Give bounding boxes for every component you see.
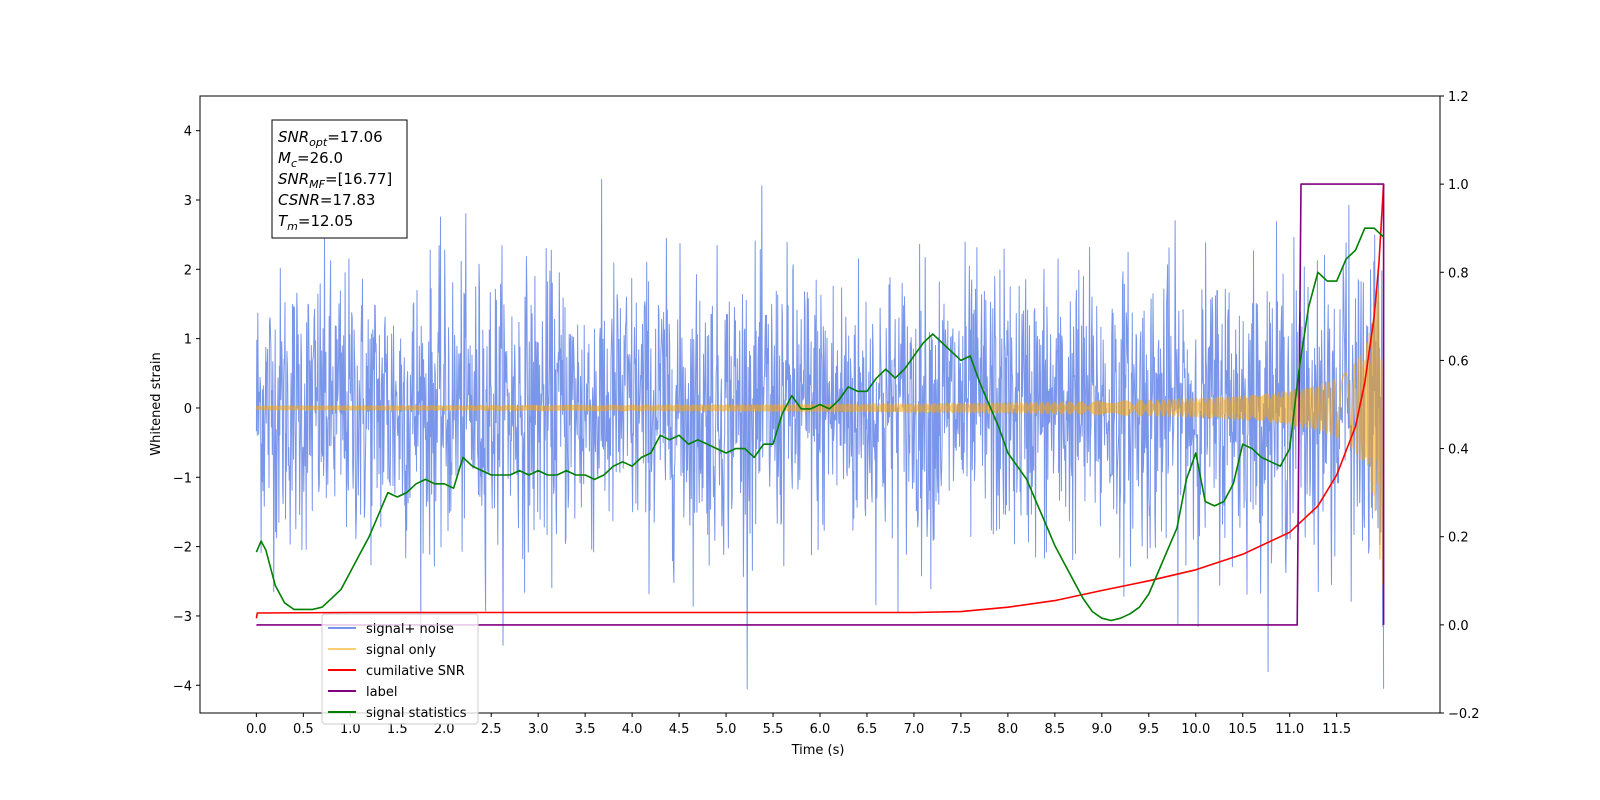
- annotation-subscript: m: [287, 220, 298, 233]
- annotation-subscript: opt: [309, 136, 328, 149]
- x-tick-label: 1.5: [387, 722, 408, 737]
- annotation-value: =17.83: [320, 191, 376, 209]
- x-tick-label: 4.5: [669, 722, 690, 737]
- y2-tick-label: 1.2: [1448, 90, 1469, 105]
- x-axis: 0.0 0.5 1.0 1.5 2.0 2.5 3.0 3.5 4.0 4.5 5.0 5.5 6.0 6…: [246, 713, 1351, 737]
- y2-tick-label: 0.4: [1448, 443, 1469, 458]
- annotation-subscript: c: [291, 157, 297, 170]
- annotation-value: =[16.77]: [325, 170, 392, 188]
- x-axis-label: Time (s): [791, 743, 845, 758]
- x-tick-label: 10.0: [1181, 722, 1210, 737]
- series-cumilative-snr-line: [255, 184, 1385, 619]
- y-axis-left: −4 −3 −2 −1 0 1 2 3 4: [173, 125, 200, 694]
- annotation-line: SNRopt=17.06: [278, 128, 383, 149]
- annotation-value: =26.0: [297, 149, 343, 167]
- y-tick-label: −4: [173, 679, 192, 694]
- legend-frame: [321, 613, 479, 725]
- x-tick-label: 2.5: [481, 722, 502, 737]
- annotation-symbol: SNR: [278, 170, 309, 188]
- x-tick-label: 3.5: [575, 722, 596, 737]
- x-tick-label: 11.0: [1275, 722, 1304, 737]
- annotation-line: Tm=12.05: [278, 212, 353, 233]
- x-tick-label: 10.5: [1228, 722, 1257, 737]
- x-tick-label: 3.0: [528, 722, 549, 737]
- y-axis-right: −0.2 0.0 0.2 0.4 0.6 0.8 1.0 1.2: [1440, 90, 1480, 722]
- annotation-symbol: M: [278, 149, 291, 167]
- y-axis-label: Whitened strain: [149, 352, 164, 455]
- legend: signal+ noise signal only cumilative SNR la…: [321, 613, 479, 725]
- x-tick-label: 8.0: [998, 722, 1019, 737]
- y-tick-label: −2: [173, 541, 192, 556]
- series-signal-statistics-line: [255, 227, 1385, 622]
- y2-tick-label: −0.2: [1448, 707, 1480, 722]
- annotation-symbol: CSNR: [278, 191, 320, 209]
- annotation-line: Mc=26.0: [278, 149, 343, 170]
- x-tick-label: 5.0: [716, 722, 737, 737]
- annotation-symbol: T: [278, 212, 289, 230]
- x-tick-label: 0.0: [246, 722, 267, 737]
- annotation-line: CSNR=17.83: [278, 191, 375, 209]
- x-tick-label: 7.5: [951, 722, 972, 737]
- x-tick-label: 7.0: [904, 722, 925, 737]
- x-tick-label: 6.5: [857, 722, 878, 737]
- y-tick-label: 3: [184, 194, 192, 209]
- legend-label: signal+ noise: [366, 622, 454, 637]
- annotation-value: =17.06: [327, 128, 383, 146]
- x-tick-label: 4.0: [622, 722, 643, 737]
- x-tick-label: 8.5: [1045, 722, 1066, 737]
- y2-tick-label: 0.0: [1448, 619, 1469, 634]
- x-tick-label: 2.0: [434, 722, 455, 737]
- x-tick-label: 9.0: [1091, 722, 1112, 737]
- series-signal-only-line: [255, 289, 1384, 586]
- annotation-frame: [271, 119, 408, 239]
- legend-label: cumilative SNR: [366, 664, 465, 679]
- y2-tick-label: 0.8: [1448, 266, 1469, 281]
- y-tick-label: −1: [173, 471, 192, 486]
- x-tick-label: 11.5: [1322, 722, 1351, 737]
- legend-label: signal statistics: [366, 706, 467, 721]
- y2-tick-label: 0.2: [1448, 531, 1469, 546]
- series-label-line: [256, 183, 1385, 626]
- y-tick-label: −3: [173, 610, 192, 625]
- series-layer: [255, 178, 1385, 690]
- y2-tick-label: 1.0: [1448, 178, 1469, 193]
- x-tick-label: 1.0: [340, 722, 361, 737]
- annotation-box: SNRopt=17.06Mc=26.0SNRMF=[16.77]CSNR=17.…: [271, 119, 408, 239]
- y-tick-label: 4: [184, 125, 192, 140]
- annotation-value: =12.05: [298, 212, 354, 230]
- x-tick-label: 0.5: [293, 722, 314, 737]
- annotation-symbol: SNR: [278, 128, 309, 146]
- y-tick-label: 1: [184, 333, 192, 348]
- series-signal-noise-line: [255, 178, 1385, 690]
- y-tick-label: 0: [184, 402, 192, 417]
- legend-label: signal only: [366, 643, 436, 658]
- y2-tick-label: 0.6: [1448, 354, 1469, 369]
- annotation-subscript: MF: [309, 178, 325, 191]
- annotation-line: SNRMF=[16.77]: [278, 170, 392, 191]
- x-tick-label: 6.0: [810, 722, 831, 737]
- x-tick-label: 5.5: [763, 722, 784, 737]
- y-tick-label: 2: [184, 263, 192, 278]
- x-tick-label: 9.5: [1138, 722, 1159, 737]
- legend-label: label: [366, 685, 397, 700]
